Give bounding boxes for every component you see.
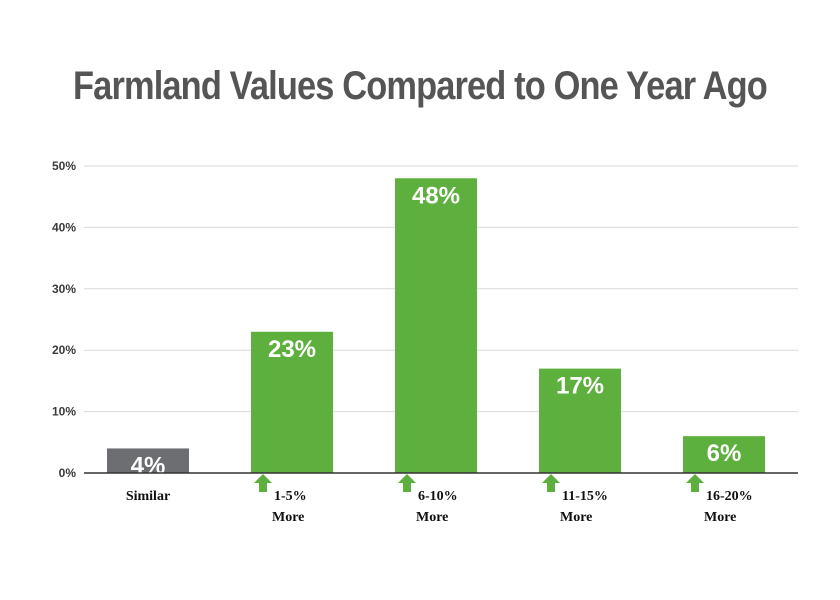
bar <box>107 448 189 473</box>
x-category-label-more: More <box>272 510 304 525</box>
up-arrow-icon <box>398 474 416 492</box>
x-category-label: 16-20% <box>706 489 753 504</box>
x-category-label: Similar <box>126 489 170 504</box>
up-arrow-icon <box>542 474 560 492</box>
y-tick-label: 40% <box>52 220 76 234</box>
y-tick-label: 20% <box>52 343 76 357</box>
y-tick-label: 0% <box>59 466 77 480</box>
data-label: 17% <box>556 373 604 400</box>
bar <box>395 178 477 473</box>
x-category-label-more: More <box>416 510 448 525</box>
up-arrow-icon <box>254 474 272 492</box>
x-category-label: 6-10% <box>418 489 458 504</box>
bar <box>683 436 765 473</box>
data-label: 23% <box>268 336 316 363</box>
x-category-label-more: More <box>560 510 592 525</box>
data-label: 6% <box>707 440 742 467</box>
chart-title: Farmland Values Compared to One Year Ago <box>73 64 768 108</box>
x-category-label: 11-15% <box>562 489 608 504</box>
y-tick-label: 30% <box>52 282 76 296</box>
x-category-label: 1-5% <box>274 489 307 504</box>
y-tick-label: 50% <box>52 159 76 173</box>
bar <box>251 331 333 473</box>
data-label: 4% <box>131 452 166 479</box>
bar <box>539 368 621 473</box>
x-category-label-more: More <box>704 510 736 525</box>
y-tick-label: 10% <box>52 405 76 419</box>
data-label: 48% <box>412 182 460 209</box>
up-arrow-icon <box>686 474 704 492</box>
